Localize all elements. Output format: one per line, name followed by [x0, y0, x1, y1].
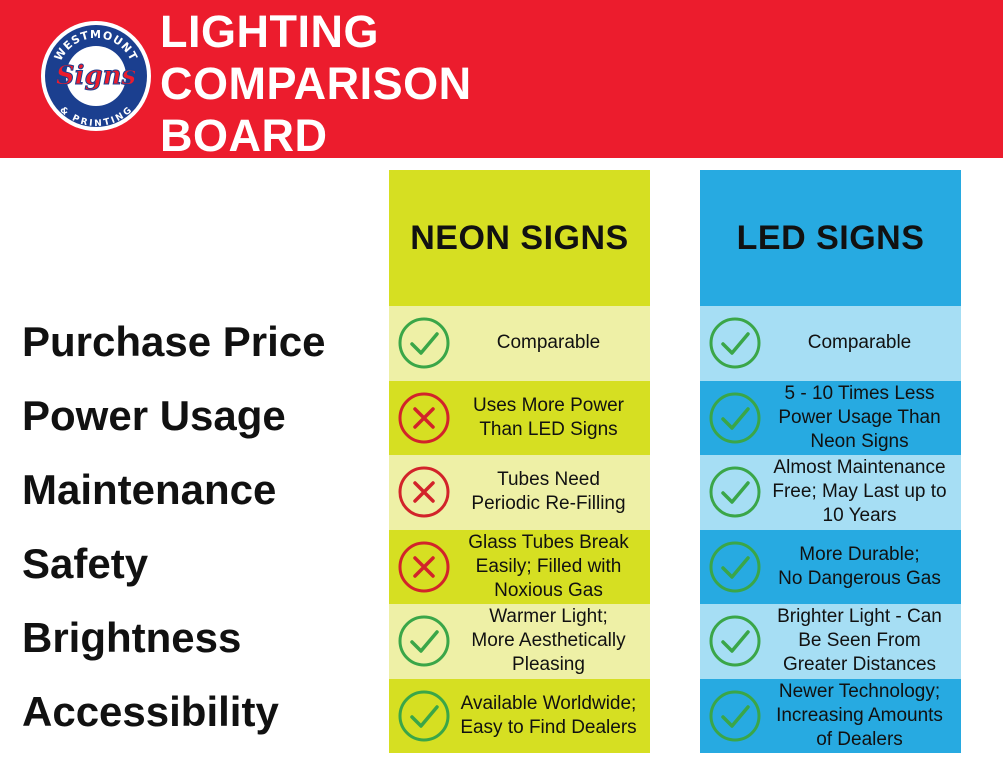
- cell-text: Comparable: [451, 331, 650, 355]
- cell-text-line: Comparable: [807, 332, 912, 354]
- cell-text-line: Uses More Power: [473, 394, 624, 416]
- cell-text-line: 10 Years: [822, 505, 897, 527]
- row-label-brightness: Brightness: [22, 614, 242, 661]
- led-cell-purchase-price: Comparable: [700, 306, 961, 381]
- cell-text: Brighter Light - Can Be Seen From Greater …: [762, 605, 961, 677]
- cell-text-line: Free; May Last up to: [772, 481, 947, 503]
- cell-text-line: Pleasing: [512, 654, 585, 676]
- row-label-maintenance: Maintenance: [22, 466, 277, 513]
- cell-text-line: Available Worldwide;: [460, 692, 637, 714]
- check-icon: [398, 317, 450, 369]
- row-label-power-usage: Power Usage: [22, 392, 286, 439]
- neon-cell-brightness: Warmer Light; More Aesthetically Pleasing: [389, 604, 650, 679]
- check-icon: [709, 317, 761, 369]
- neon-signs-header: NEON SIGNS: [389, 170, 650, 306]
- cell-text-line: Be Seen From: [798, 630, 921, 652]
- logo-center-text: Signs: [56, 61, 137, 91]
- cell-text-line: No Dangerous Gas: [778, 567, 941, 589]
- cell-text-line: Periodic Re-Filling: [471, 493, 626, 515]
- check-icon: [398, 615, 450, 667]
- check-icon: [709, 690, 761, 742]
- cell-text-line: Greater Distances: [782, 654, 937, 676]
- cross-icon: [398, 466, 450, 518]
- cell-text-line: Newer Technology;: [778, 680, 941, 702]
- led-cell-accessibility: Newer Technology; Increasing Amounts of De…: [700, 678, 961, 753]
- cell-text-line: Increasing Amounts: [776, 704, 943, 726]
- cell-text-line: Noxious Gas: [494, 579, 603, 601]
- cell-text-line: Easy to Find Dealers: [460, 716, 637, 738]
- check-icon: [398, 690, 450, 742]
- cell-text-line: Warmer Light;: [489, 606, 608, 628]
- cell-text-line: More Durable;: [799, 543, 920, 565]
- cell-text: Almost Maintenance Free; May Last up to 10…: [762, 456, 961, 528]
- westmount-signs-logo: WESTMOUNT & PRINTING Signs: [41, 21, 151, 131]
- led-cell-brightness: Brighter Light - Can Be Seen From Greater …: [700, 604, 961, 679]
- title-line-1: LIGHTING: [160, 6, 379, 57]
- check-icon: [709, 392, 761, 444]
- row-label-accessibility: Accessibility: [22, 688, 279, 735]
- cell-text: 5 - 10 Times Less Power Usage Than Neon Si…: [762, 382, 961, 454]
- cell-text: Newer Technology; Increasing Amounts of De…: [762, 680, 961, 752]
- header-banner: WESTMOUNT & PRINTING Signs LIGHTING COMP…: [0, 0, 1003, 161]
- row-label-safety: Safety: [22, 540, 149, 587]
- cell-text-line: of Dealers: [816, 728, 903, 750]
- check-icon: [709, 466, 761, 518]
- led-signs-header: LED SIGNS: [700, 170, 961, 306]
- cell-text-line: Easily; Filled with: [475, 555, 622, 577]
- cross-icon: [398, 392, 450, 444]
- cell-text-line: Almost Maintenance: [773, 457, 946, 479]
- neon-cell-purchase-price: Comparable: [389, 306, 650, 381]
- cell-text: Available Worldwide; Easy to Find Dealers: [451, 692, 650, 740]
- cell-text-line: More Aesthetically: [471, 630, 626, 652]
- cell-text: Comparable: [762, 331, 961, 355]
- cell-text-line: Comparable: [496, 332, 601, 354]
- cell-text-line: Power Usage Than: [778, 406, 941, 428]
- cell-text-line: Than LED Signs: [479, 418, 618, 440]
- cell-text: More Durable; No Dangerous Gas: [762, 543, 961, 591]
- cell-text-line: Neon Signs: [810, 430, 909, 452]
- cell-text-line: Brighter Light - Can: [777, 606, 942, 628]
- cell-text: Uses More Power Than LED Signs: [451, 394, 650, 442]
- neon-cell-accessibility: Available Worldwide; Easy to Find Dealers: [389, 678, 650, 753]
- cell-text: Warmer Light; More Aesthetically Pleasing: [451, 605, 650, 677]
- cross-icon: [398, 541, 450, 593]
- title-line-2: COMPARISON: [160, 58, 472, 109]
- led-cell-safety: More Durable; No Dangerous Gas: [700, 529, 961, 604]
- neon-cell-maintenance: Tubes Need Periodic Re-Filling: [389, 455, 650, 530]
- check-icon: [709, 615, 761, 667]
- cell-text: Tubes Need Periodic Re-Filling: [451, 468, 650, 516]
- page-title: LIGHTING COMPARISON BOARD: [160, 6, 472, 162]
- cell-text-line: 5 - 10 Times Less: [784, 382, 935, 404]
- led-cell-power-usage: 5 - 10 Times Less Power Usage Than Neon Si…: [700, 380, 961, 455]
- row-label-purchase-price: Purchase Price: [22, 318, 326, 365]
- led-cell-maintenance: Almost Maintenance Free; May Last up to 10…: [700, 455, 961, 530]
- neon-cell-safety: Glass Tubes Break Easily; Filled with Noxi…: [389, 529, 650, 604]
- neon-signs-column: NEON SIGNS Comparable Uses More Power Than…: [389, 170, 650, 753]
- cell-text: Glass Tubes Break Easily; Filled with Noxi…: [451, 531, 650, 603]
- cell-text-line: Glass Tubes Break: [468, 531, 629, 553]
- cell-text-line: Tubes Need: [497, 469, 600, 491]
- check-icon: [709, 541, 761, 593]
- title-line-3: BOARD: [160, 110, 328, 161]
- led-signs-column: LED SIGNS Comparable 5 - 10 Times Less Pow…: [700, 170, 961, 753]
- neon-cell-power-usage: Uses More Power Than LED Signs: [389, 380, 650, 455]
